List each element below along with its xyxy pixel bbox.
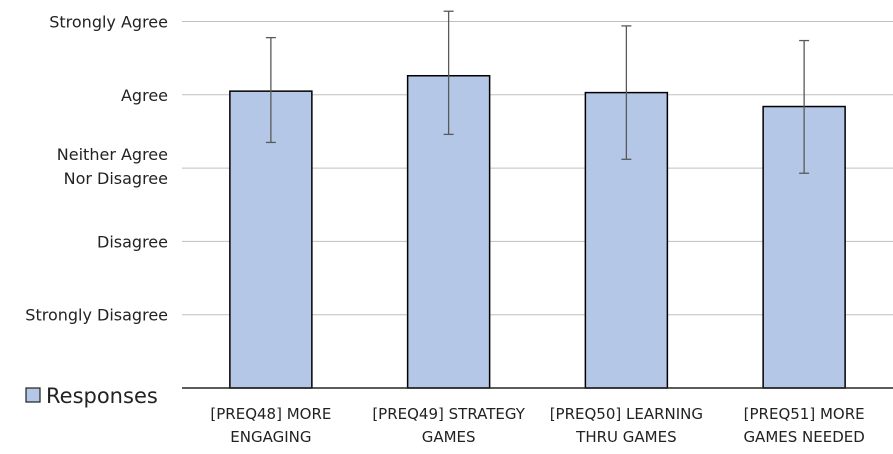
error-bars — [265, 10, 810, 174]
y-tick-label: Disagree — [97, 232, 168, 251]
x-axis-tick-labels: [PREQ48] MORE ENGAGING [PREQ49] STRATEGY GA… — [210, 405, 864, 446]
y-tick-label: Strongly Disagree — [25, 306, 168, 325]
x-tick-label: [PREQ51] MORE — [744, 405, 865, 423]
x-tick-label: GAMES NEEDED — [743, 428, 864, 446]
bars — [229, 74, 846, 389]
error-bar — [799, 39, 810, 174]
legend-swatch — [25, 387, 41, 403]
error-bar — [621, 25, 632, 160]
x-tick-label: [PREQ48] MORE — [210, 405, 331, 423]
y-tick-label: Strongly Agree — [49, 13, 168, 32]
legend-label: Responses — [46, 384, 158, 408]
y-tick-label: Neither Agree — [57, 145, 168, 164]
legend: Responses — [25, 384, 158, 408]
x-tick-label: GAMES — [422, 428, 476, 446]
x-tick-label: [PREQ50] LEARNING — [550, 405, 703, 423]
y-tick-label: Agree — [121, 86, 168, 105]
error-bar — [265, 36, 276, 144]
y-tick-label: Nor Disagree — [64, 169, 168, 188]
x-tick-label: THRU GAMES — [575, 428, 676, 446]
error-bar — [443, 10, 454, 136]
y-axis-tick-labels: Strongly Disagree Disagree Neither Agree No… — [25, 13, 168, 325]
x-tick-label: [PREQ49] STRATEGY — [372, 405, 525, 423]
x-tick-label: ENGAGING — [230, 428, 311, 446]
